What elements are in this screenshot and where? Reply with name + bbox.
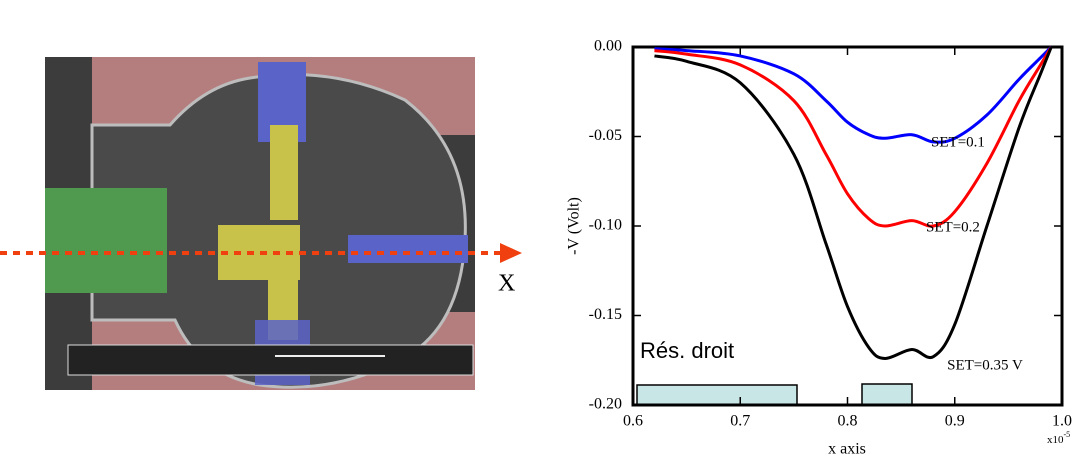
y-axis-label: -V (Volt): [566, 197, 583, 255]
region-box: [861, 383, 913, 406]
y-tick-label: -0.15: [589, 306, 622, 323]
x-tick-label: 0.8: [838, 413, 858, 430]
series-line: [654, 45, 1053, 144]
x-multiplier-exponent: -5: [1064, 430, 1071, 439]
y-tick-label: -0.20: [589, 396, 622, 413]
y-tick-label: -0.05: [589, 127, 622, 144]
x-axis-label: x axis: [828, 441, 866, 458]
series-label: SET=0.2: [926, 219, 980, 235]
x-multiplier: x10-5: [1047, 430, 1070, 446]
y-tick-label: -0.10: [589, 217, 622, 234]
series-line: [654, 46, 1053, 228]
x-tick-label: 0.6: [623, 413, 643, 430]
x-multiplier-base: x10: [1047, 434, 1064, 446]
annotation: Rés. droit: [640, 338, 734, 363]
x-tick-label: 0.9: [945, 413, 965, 430]
arrow-head: [500, 243, 522, 263]
sem-image: [0, 57, 522, 390]
region-box: [636, 384, 798, 406]
info-bar: [67, 344, 474, 376]
annotation: X: [498, 271, 515, 297]
series-label: SET=0.1: [931, 134, 985, 150]
blue-region: [348, 235, 468, 263]
x-tick-label: 0.7: [730, 413, 750, 430]
series-line: [654, 46, 1053, 360]
series-label: SET=0.35 V: [947, 357, 1023, 373]
green-region: [45, 188, 167, 293]
yellow-region: [270, 125, 298, 220]
y-tick-label: 0.00: [594, 38, 622, 55]
x-tick-label: 1.0: [1052, 413, 1072, 430]
